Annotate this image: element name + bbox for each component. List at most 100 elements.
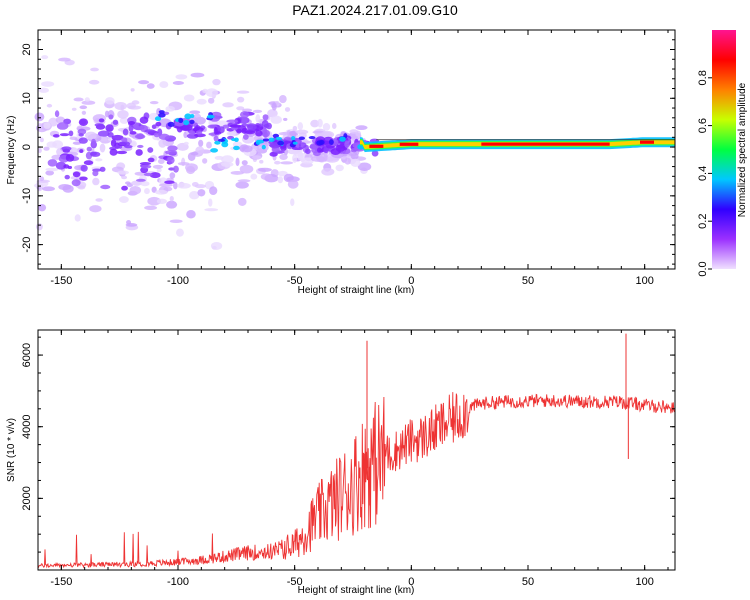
heatmap-cell <box>104 110 110 118</box>
heatmap-cell <box>287 179 299 189</box>
heatmap-cell <box>194 184 207 189</box>
heatmap-cell <box>169 172 176 179</box>
heatmap-cell <box>157 158 165 165</box>
heatmap-cell <box>184 113 192 120</box>
heatmap-cell <box>213 126 218 135</box>
bottom-xlabel: Height of straight line (km) <box>298 585 415 596</box>
heatmap-cell <box>204 208 219 212</box>
heatmap-cell <box>164 180 175 184</box>
colorbar <box>712 30 736 269</box>
heatmap-cell <box>278 132 290 136</box>
heatmap-cell <box>110 139 117 147</box>
heatmap-cell <box>175 74 188 80</box>
bottom-xtick-label: -50 <box>287 576 303 588</box>
heatmap-cell <box>153 132 160 138</box>
heatmap-cell <box>79 176 88 181</box>
heatmap-cell <box>239 111 250 119</box>
heatmap-cell <box>159 81 169 88</box>
heatmap-cell <box>154 116 162 122</box>
heatmap-cell <box>321 167 335 176</box>
heatmap-cell <box>149 172 161 179</box>
heatmap-cell <box>158 133 170 140</box>
heatmap-cell <box>156 167 162 173</box>
heatmap-cell <box>209 186 218 196</box>
heatmap-cell <box>92 170 99 177</box>
heatmap-cell <box>196 98 207 105</box>
heatmap-cell <box>236 106 245 111</box>
heatmap-cell <box>257 139 265 144</box>
heatmap-cell <box>100 184 111 190</box>
heatmap-cell <box>134 134 146 140</box>
heatmap-cell <box>197 189 206 197</box>
heatmap-cell <box>117 110 129 119</box>
heatmap-cell <box>167 156 175 164</box>
heatmap-cell <box>41 55 49 60</box>
heatmap-cell <box>177 162 190 166</box>
heatmap-cell <box>195 146 205 155</box>
colorbar-tick-label: 0.0 <box>697 261 709 276</box>
heatmap-cell <box>210 148 219 153</box>
heatmap-cell <box>59 133 70 137</box>
heatmap-cell <box>190 113 195 119</box>
heatmap-cell <box>260 173 273 181</box>
heatmap-cell <box>97 130 110 137</box>
heatmap-cell <box>79 149 84 153</box>
heatmap-cell <box>214 140 221 145</box>
heatmap-cell <box>98 118 105 123</box>
heatmap-cell <box>262 138 270 142</box>
signal-core <box>369 144 384 148</box>
heatmap-blobs <box>33 55 382 250</box>
heatmap-cell <box>269 151 278 157</box>
top-xtick-label: 0 <box>408 275 414 287</box>
heatmap-cell <box>81 110 87 115</box>
heatmap-cell <box>258 123 264 127</box>
bottom-ytick-label: 4000 <box>21 414 33 438</box>
heatmap-cell <box>261 144 266 150</box>
heatmap-cell <box>52 134 60 138</box>
heatmap-cell <box>183 119 190 126</box>
heatmap-cell <box>61 146 72 151</box>
heatmap-cell <box>226 119 239 123</box>
heatmap-cell <box>246 123 257 131</box>
heatmap-cell <box>69 136 78 141</box>
heatmap-cell <box>208 198 213 207</box>
heatmap-cell <box>45 167 59 172</box>
heatmap-cell <box>64 174 70 180</box>
heatmap-cell <box>77 128 87 135</box>
heatmap-cell <box>109 148 118 156</box>
heatmap-cell <box>135 178 146 182</box>
heatmap-cell <box>116 150 128 155</box>
heatmap-cell <box>107 131 114 138</box>
heatmap-cell <box>83 160 94 166</box>
heatmap-cell <box>270 115 282 124</box>
heatmap-cell <box>117 170 130 175</box>
heatmap-cell <box>158 112 166 118</box>
heatmap-cell <box>237 96 245 103</box>
heatmap-cell <box>86 146 92 152</box>
colorbar-tick-label: 0.8 <box>697 70 709 85</box>
heatmap-cell <box>353 135 359 140</box>
heatmap-cell <box>322 123 331 131</box>
heatmap-cell <box>279 153 288 161</box>
heatmap-cell <box>205 88 218 98</box>
heatmap-cell <box>301 157 314 165</box>
heatmap-cell <box>125 223 138 227</box>
heatmap-cell <box>52 140 64 149</box>
heatmap-cell <box>357 162 372 171</box>
heatmap-cell <box>252 155 262 160</box>
heatmap-cell <box>84 97 90 102</box>
heatmap-cell <box>91 138 97 147</box>
heatmap-cell <box>269 142 280 149</box>
heatmap-cell <box>371 150 379 157</box>
heatmap-cell <box>39 176 45 182</box>
heatmap-cell <box>244 130 256 135</box>
heatmap-cell <box>349 129 359 134</box>
heatmap-cell <box>286 176 300 182</box>
heatmap-cell <box>202 158 208 164</box>
heatmap-cell <box>47 159 58 167</box>
heatmap-cell <box>262 114 269 121</box>
heatmap-cell <box>99 143 106 153</box>
heatmap-cell <box>235 181 249 189</box>
heatmap-cell <box>80 164 88 172</box>
